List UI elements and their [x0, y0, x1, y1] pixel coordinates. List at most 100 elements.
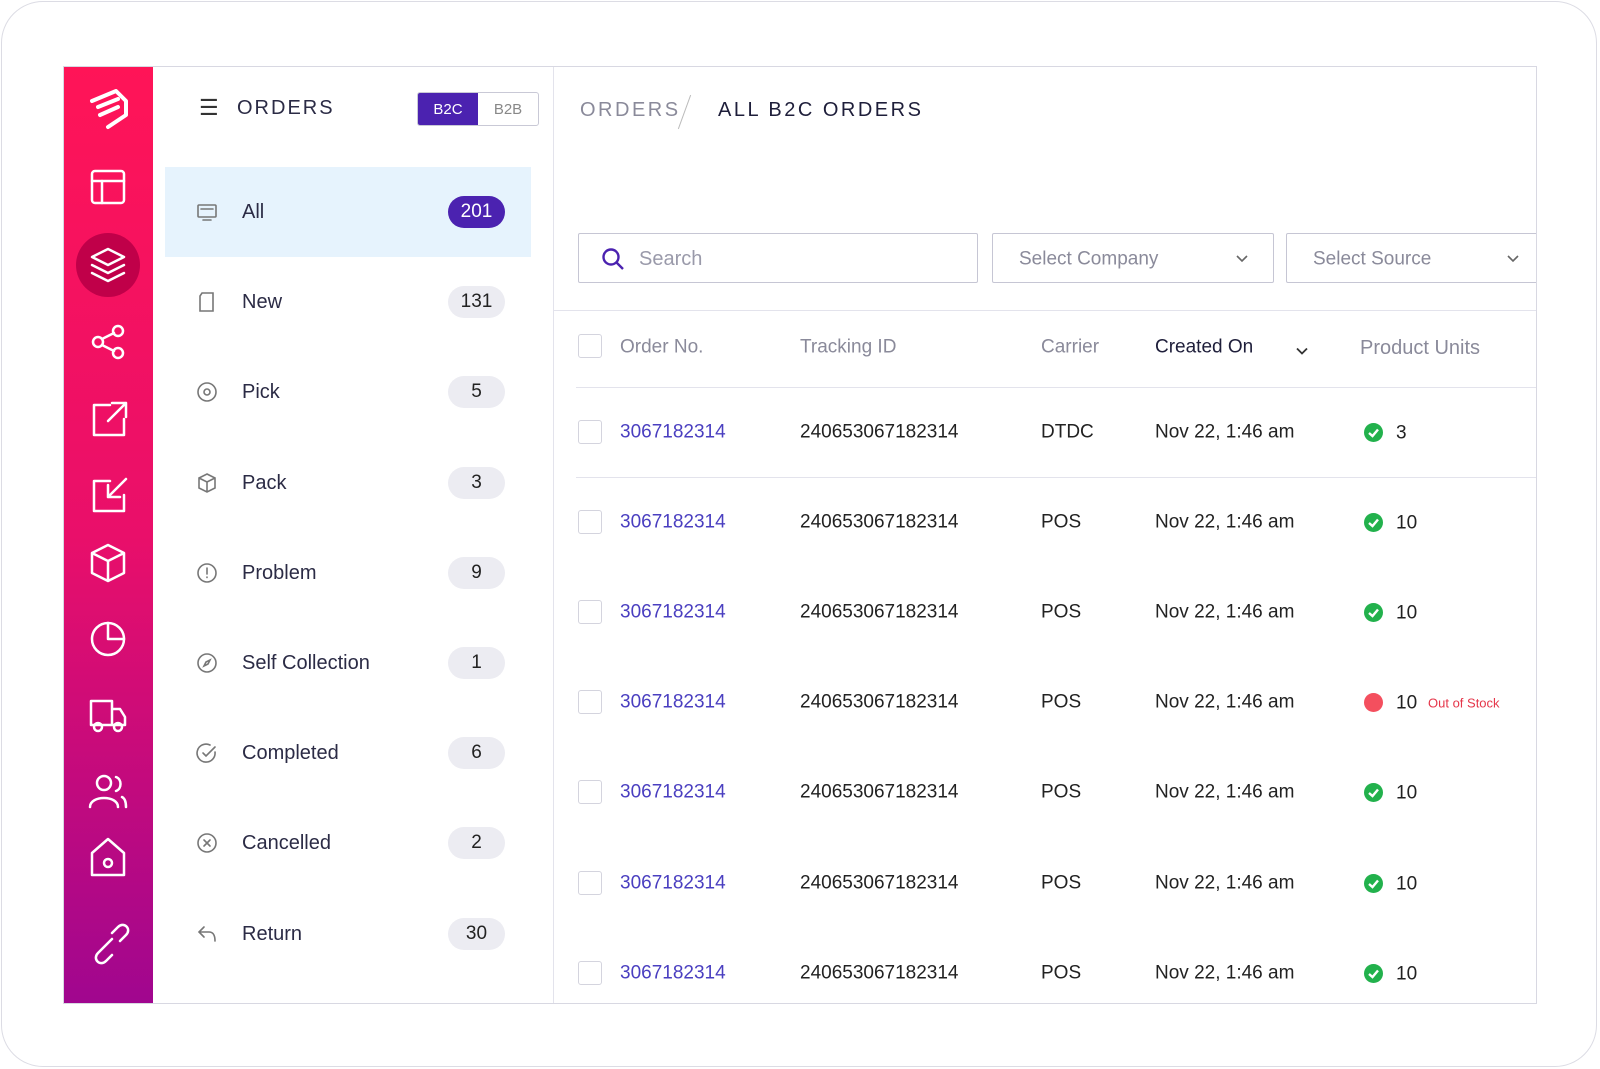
product-units: 10	[1396, 782, 1418, 804]
sort-chevron	[1296, 343, 1308, 361]
menu-item[interactable]: Self Collection 1	[165, 618, 531, 708]
column-header[interactable]: Created On	[1155, 336, 1254, 358]
menu-item[interactable]: Pick 5	[165, 347, 531, 437]
menu-icon[interactable]: ☰	[199, 95, 219, 120]
checkbox[interactable]	[578, 334, 602, 358]
tracking-id: 240653067182314	[800, 781, 959, 803]
source-select[interactable]: Select Source	[1286, 233, 1536, 283]
menu-icon	[195, 922, 219, 951]
status-icon	[1364, 693, 1383, 713]
created-on: Nov 22, 1:46 am	[1155, 601, 1295, 623]
order-link[interactable]: 3067182314	[620, 872, 726, 893]
checkbox[interactable]	[578, 510, 602, 535]
column-header: Carrier	[1041, 336, 1100, 358]
nav-icon[interactable]	[95, 774, 113, 792]
tab-group: B2C B2B	[417, 92, 539, 126]
menu-icon	[195, 200, 219, 229]
breadcrumb-current: ALL B2C ORDERS	[718, 99, 924, 121]
carrier: POS	[1041, 872, 1082, 893]
product-units: 3	[1396, 422, 1407, 444]
logo	[90, 89, 128, 129]
menu-item[interactable]: Problem 9	[165, 528, 531, 618]
checkbox[interactable]	[578, 780, 602, 805]
status-icon	[1364, 603, 1383, 623]
menu-label: Return	[242, 922, 303, 945]
menu-label: Completed	[242, 742, 339, 765]
order-link[interactable]: 3067182314	[620, 601, 726, 623]
search-icon	[602, 248, 624, 270]
product-units: 10	[1396, 512, 1418, 534]
tracking-id: 240653067182314	[800, 691, 959, 713]
app: ☰ ORDERS B2C B2B All 201 New 131 Pick 5 Pack 3 P…	[63, 66, 1537, 1004]
order-link[interactable]: 3067182314	[620, 962, 726, 984]
checkbox[interactable]	[578, 420, 602, 444]
select-label: Select Source	[1313, 248, 1432, 270]
column-header: Order No.	[620, 336, 704, 358]
checkbox[interactable]	[578, 600, 602, 625]
nav-icon[interactable]	[92, 401, 128, 437]
order-link[interactable]: 3067182314	[620, 421, 726, 443]
status-icon	[1364, 783, 1383, 803]
tracking-id: 240653067182314	[800, 962, 959, 984]
checkbox[interactable]	[578, 870, 602, 895]
menu-count: 5	[448, 376, 505, 409]
product-units: 10	[1396, 602, 1418, 624]
menu-icon	[195, 380, 219, 409]
menu-label: Pick	[242, 381, 280, 404]
order-link[interactable]: 3067182314	[620, 781, 726, 803]
divider	[576, 477, 1536, 478]
product-units: 10	[1396, 692, 1418, 714]
menu-item[interactable]: Pack 3	[165, 438, 531, 528]
menu-item[interactable]: Completed 6	[165, 708, 531, 798]
nav-icon[interactable]	[94, 923, 130, 965]
menu-icon	[195, 471, 219, 500]
chevron	[1236, 255, 1248, 263]
menu-count: 3	[448, 466, 505, 499]
checkbox[interactable]	[578, 960, 602, 985]
menu-item[interactable]: Cancelled 2	[165, 798, 531, 888]
main: ORDERS ALL B2C ORDERS Search Select Comp…	[554, 67, 1536, 1003]
created-on: Nov 22, 1:46 am	[1155, 962, 1295, 984]
nav-icon[interactable]	[90, 169, 126, 205]
menu-count: 2	[448, 827, 505, 860]
menu-item[interactable]: All 201	[165, 167, 531, 257]
order-link[interactable]: 3067182314	[620, 691, 726, 713]
column-header: Product Units	[1360, 337, 1481, 359]
orders-nav: ☰ ORDERS B2C B2B All 201 New 131 Pick 5 Pack 3 P…	[153, 67, 554, 1003]
stock-note: Out of Stock	[1428, 695, 1500, 711]
tracking-id: 240653067182314	[800, 511, 959, 533]
nav-icon[interactable]	[90, 837, 126, 877]
menu-count: 30	[448, 917, 505, 950]
tracking-id: 240653067182314	[800, 421, 959, 443]
menu-label: New	[242, 291, 283, 314]
nav-icon[interactable]	[92, 477, 128, 513]
chevron	[1507, 255, 1519, 263]
nav-icon[interactable]	[90, 247, 126, 283]
created-on: Nov 22, 1:46 am	[1155, 691, 1295, 713]
menu-item[interactable]: New 131	[165, 257, 531, 347]
checkbox[interactable]	[578, 690, 602, 715]
nav-icon[interactable]	[90, 543, 126, 583]
menu-label: Cancelled	[242, 832, 331, 855]
carrier: POS	[1041, 691, 1082, 713]
tab[interactable]: B2B	[493, 100, 523, 118]
menu-icon	[195, 290, 219, 319]
company-select[interactable]: Select Company	[992, 233, 1274, 283]
divider	[554, 310, 1536, 311]
nav-icon[interactable]	[89, 699, 127, 727]
menu-item[interactable]: Return 30	[165, 889, 531, 979]
order-link[interactable]: 3067182314	[620, 511, 726, 533]
product-units: 10	[1396, 963, 1418, 985]
status-icon	[1364, 513, 1383, 533]
select-label: Select Company	[1019, 248, 1159, 270]
sidebar-icons	[76, 89, 140, 965]
menu-count: 9	[448, 556, 505, 589]
search-box[interactable]: Search	[578, 233, 978, 283]
breadcrumb[interactable]: ORDERS	[580, 99, 681, 121]
menu-icon	[195, 831, 219, 860]
product-units: 10	[1396, 873, 1418, 894]
tab[interactable]: B2C	[418, 93, 478, 125]
search-placeholder: Search	[639, 248, 703, 270]
menu-label: Self Collection	[242, 652, 370, 674]
